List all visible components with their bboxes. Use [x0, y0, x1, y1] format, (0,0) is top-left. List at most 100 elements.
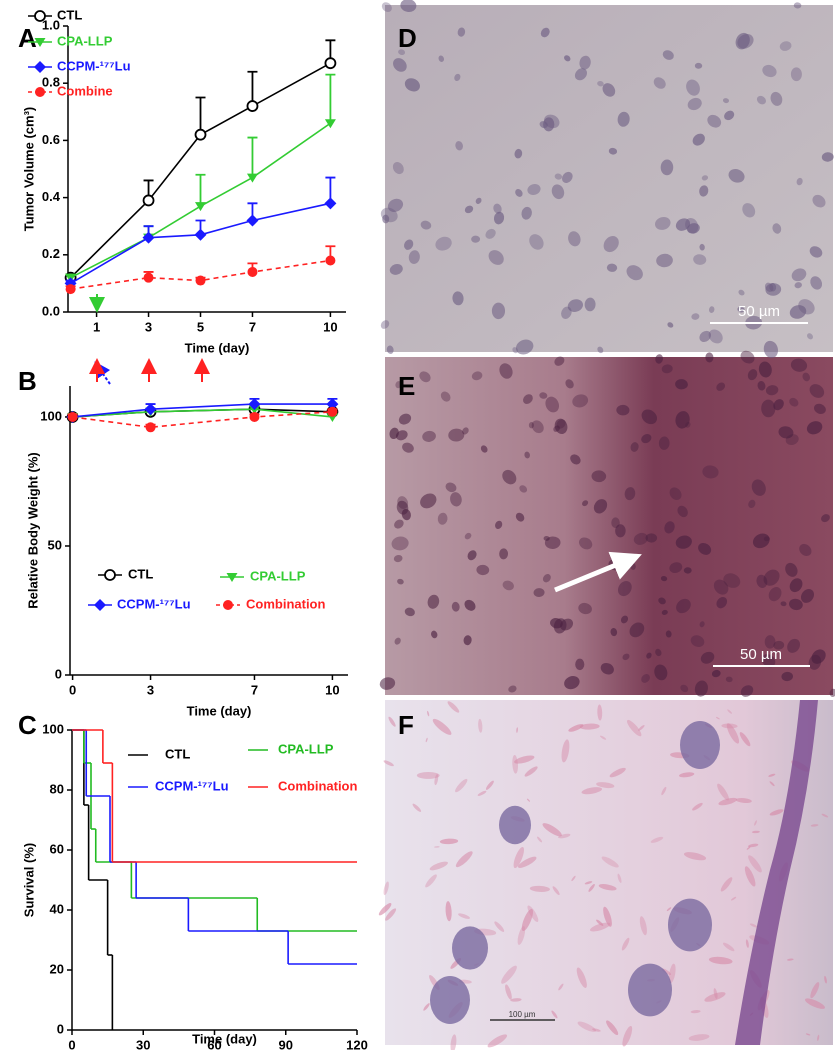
marker: [194, 128, 207, 141]
tissue-cell: [454, 73, 461, 82]
tissue-cell: [527, 184, 541, 195]
tissue-cell: [656, 253, 673, 268]
tissue-cell: [675, 411, 690, 429]
legend-label: Combination: [246, 596, 325, 611]
marker: [142, 194, 155, 207]
tissue-cell: [800, 588, 815, 603]
tissue-cell: [805, 998, 825, 1009]
tissue-cell: [796, 177, 803, 186]
marker: [144, 403, 157, 416]
tissue-cell: [457, 27, 466, 37]
tissue-cell: [512, 347, 518, 354]
y-tick-label: 0.6: [42, 132, 60, 147]
tissue-cell: [383, 881, 389, 896]
tissue-cell: [821, 813, 829, 818]
tissue-cell: [679, 772, 695, 778]
tissue-cell: [794, 282, 802, 289]
legend-label: Combine: [57, 83, 113, 98]
tissue-cell: [694, 680, 708, 697]
tissue-cell: [478, 718, 483, 733]
tissue-cell: [709, 306, 715, 313]
tissue-cell: [655, 216, 671, 230]
tissue-cell: [768, 773, 776, 777]
tissue-cell: [817, 1034, 820, 1041]
tissue-cell: [440, 391, 451, 402]
tissue-cell: [744, 866, 756, 887]
tissue-cell: [467, 550, 477, 561]
legend-label: CTL: [128, 566, 153, 581]
marker: [246, 214, 259, 227]
tissue-cell: [394, 637, 401, 645]
tissue-cell: [552, 886, 560, 896]
tissue-cell: [690, 1010, 701, 1014]
panel-label: A: [18, 23, 37, 53]
tissue-cell: [462, 427, 469, 435]
tissue-cell: [447, 701, 460, 713]
tissue-cell: [761, 399, 776, 418]
marker: [195, 275, 206, 286]
tissue-cell: [786, 958, 794, 961]
tissue-cell: [600, 662, 614, 675]
y-axis-title: Relative Body Weight (%): [25, 452, 40, 609]
tissue-cell: [382, 214, 390, 224]
tissue-cell: [529, 234, 544, 250]
tissue-cell: [388, 716, 396, 727]
tissue-cell: [691, 313, 700, 320]
tissue-cell: [493, 203, 502, 214]
tissue-cell: [438, 55, 445, 62]
tissue-cell: [654, 664, 668, 681]
tissue-cell: [690, 635, 705, 647]
tissue-cell: [420, 493, 437, 509]
tissue-cell: [692, 802, 703, 811]
image-labels: D E F 50 µm 50 µm 100 µm: [398, 23, 810, 1021]
tissue-cell: [572, 394, 589, 408]
tissue-cell: [808, 654, 822, 670]
tissue-cell: [785, 562, 798, 577]
tissue-cell: [615, 524, 626, 538]
tissue-cell: [685, 422, 691, 428]
tissue-cell: [742, 203, 756, 218]
tissue-cell: [812, 194, 826, 208]
tissue-cell: [542, 574, 551, 583]
tissue-cell: [608, 147, 618, 155]
tissue-cell: [622, 653, 630, 661]
tissue-cell: [597, 346, 604, 354]
tissue-cell: [699, 330, 712, 342]
tissue-cell: [821, 514, 830, 523]
tissue-cell: [701, 175, 709, 181]
marker: [143, 272, 154, 283]
tissue-cell: [680, 684, 689, 693]
marker: [248, 398, 261, 411]
panel-label: D: [398, 23, 417, 53]
tissue-cell: [584, 297, 596, 312]
x-axis-title: Time (day): [185, 340, 250, 355]
tissue-cell: [463, 635, 472, 646]
tissue-cell: [668, 963, 676, 984]
tissue-cell: [756, 574, 768, 588]
marker: [194, 228, 207, 241]
tissue-cell: [517, 926, 526, 945]
tissue-cell: [597, 704, 603, 721]
tissue-cell: [765, 385, 779, 396]
tissue-cell: [630, 442, 639, 452]
y-tick-label: 1.0: [42, 17, 60, 32]
tissue-cell: [450, 1034, 457, 1053]
tissue-cell: [748, 499, 756, 509]
tissue-cell: [780, 601, 787, 607]
tissue-cell: [419, 371, 431, 383]
gland: [668, 898, 712, 952]
tissue-cell: [398, 49, 406, 56]
tissue-cell: [554, 356, 565, 366]
legend-label: CCPM-¹⁷⁷Lu: [155, 778, 229, 793]
tissue-cell: [562, 171, 573, 183]
tissue-cell: [516, 727, 519, 733]
tissue-cell: [565, 379, 574, 389]
legend-label: Combination: [278, 778, 357, 793]
tissue-cell: [558, 983, 564, 991]
tissue-cell: [579, 723, 600, 730]
panel-label: E: [398, 371, 415, 401]
tissue-cell: [609, 767, 626, 778]
tissue-cell: [653, 77, 666, 89]
tissue-cell: [724, 110, 735, 121]
tissue-cell: [455, 851, 473, 868]
